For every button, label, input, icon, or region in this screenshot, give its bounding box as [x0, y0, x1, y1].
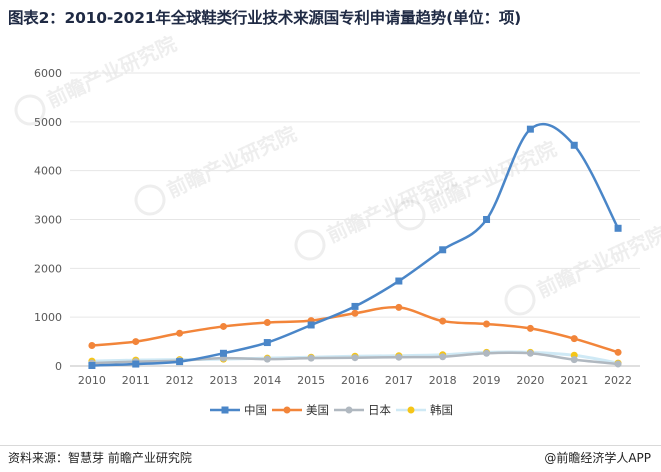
x-tick-label: 2015 [297, 374, 325, 387]
data-point [219, 349, 227, 357]
watermark-text: 前瞻产业研究院 [533, 222, 661, 303]
data-point [176, 329, 184, 337]
legend-item-日本: 日本 [334, 403, 391, 417]
y-tick-label: 2000 [34, 262, 62, 275]
series-中国 [88, 122, 622, 370]
data-point [526, 324, 534, 332]
legend-item-韩国: 韩国 [396, 403, 453, 417]
legend-marker [283, 406, 291, 414]
legend-label: 日本 [368, 403, 391, 417]
x-tick-label: 2010 [78, 374, 106, 387]
legend-label: 中国 [244, 403, 267, 417]
x-tick-label: 2013 [209, 374, 237, 387]
watermark-logo-icon [504, 284, 536, 316]
data-point [307, 321, 315, 329]
data-point [219, 322, 227, 330]
legend: 中国 美国 日本 韩国 [210, 403, 453, 417]
x-tick-label: 2016 [341, 374, 369, 387]
x-tick-label: 2017 [385, 374, 413, 387]
x-tick-label: 2011 [122, 374, 150, 387]
legend-marker [345, 406, 353, 414]
chart-title: 图表2：2010-2021年全球鞋类行业技术来源国专利申请量趋势(单位：项) [8, 9, 522, 27]
x-tick-label: 2012 [166, 374, 194, 387]
data-point [483, 320, 491, 328]
data-point [351, 309, 359, 317]
data-point [439, 317, 447, 325]
y-tick-label: 3000 [34, 214, 62, 227]
source-note: 资料来源：智慧芽 前瞻产业研究院 [8, 451, 192, 465]
data-point [570, 141, 578, 149]
data-point [483, 216, 491, 223]
data-point [132, 360, 140, 368]
data-point [439, 246, 447, 254]
data-point [395, 277, 403, 285]
x-tick-label: 2019 [473, 374, 501, 387]
legend-item-中国: 中国 [210, 403, 267, 417]
legend-label: 美国 [306, 403, 329, 417]
data-point [395, 303, 403, 311]
x-axis: 2010 2011 2012 2013 2014 2015 2016 2017 2018 2019… [78, 374, 632, 387]
data-point [395, 353, 403, 361]
x-tick-label: 2022 [604, 374, 632, 387]
x-tick-label: 2018 [429, 374, 457, 387]
x-tick-label: 2020 [516, 374, 544, 387]
watermark-text: 前瞻产业研究院 [43, 32, 180, 113]
data-point [570, 356, 578, 364]
x-tick-label: 2014 [253, 374, 281, 387]
y-tick-label: 4000 [34, 165, 62, 178]
legend-marker [221, 406, 229, 414]
watermark-logo-icon [294, 229, 326, 261]
y-axis: 0 1000 2000 3000 4000 5000 6000 [34, 67, 62, 373]
data-point [307, 354, 315, 362]
watermark: 前瞻产业研究院 [504, 222, 661, 316]
watermark: 前瞻产业研究院 [134, 122, 300, 216]
watermark-logo-icon [134, 184, 166, 216]
data-point [88, 362, 96, 370]
data-point [614, 224, 622, 232]
y-gridlines [70, 72, 640, 367]
watermark-logo-icon [14, 94, 46, 126]
data-point [132, 338, 140, 346]
data-point [176, 358, 184, 366]
data-point [263, 319, 271, 327]
data-point [351, 302, 359, 310]
data-point [614, 348, 622, 356]
footer-divider [0, 445, 661, 446]
data-point [614, 360, 622, 368]
data-point [88, 341, 96, 349]
brand-credit: @前瞻经济学人APP [544, 451, 651, 465]
x-tick-label: 2021 [560, 374, 588, 387]
series-美国 [88, 303, 622, 356]
watermark-text: 前瞻产业研究院 [163, 122, 300, 203]
data-point [526, 125, 534, 133]
y-tick-label: 5000 [34, 116, 62, 129]
data-point [351, 354, 359, 362]
y-tick-label: 0 [55, 360, 62, 373]
data-point [483, 349, 491, 357]
legend-label: 韩国 [430, 403, 453, 417]
watermark-logo-icon [394, 199, 426, 231]
data-point [439, 353, 447, 361]
series-layer [88, 122, 622, 370]
data-point [526, 349, 534, 357]
data-point [263, 355, 271, 363]
y-tick-label: 6000 [34, 67, 62, 80]
legend-item-美国: 美国 [272, 403, 329, 417]
data-point [263, 339, 271, 347]
y-tick-label: 1000 [34, 311, 62, 324]
data-point [570, 335, 578, 343]
legend-marker [407, 406, 415, 414]
